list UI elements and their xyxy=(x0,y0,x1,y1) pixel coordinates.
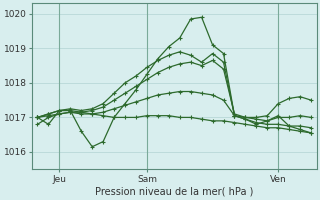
X-axis label: Pression niveau de la mer( hPa ): Pression niveau de la mer( hPa ) xyxy=(95,187,253,197)
